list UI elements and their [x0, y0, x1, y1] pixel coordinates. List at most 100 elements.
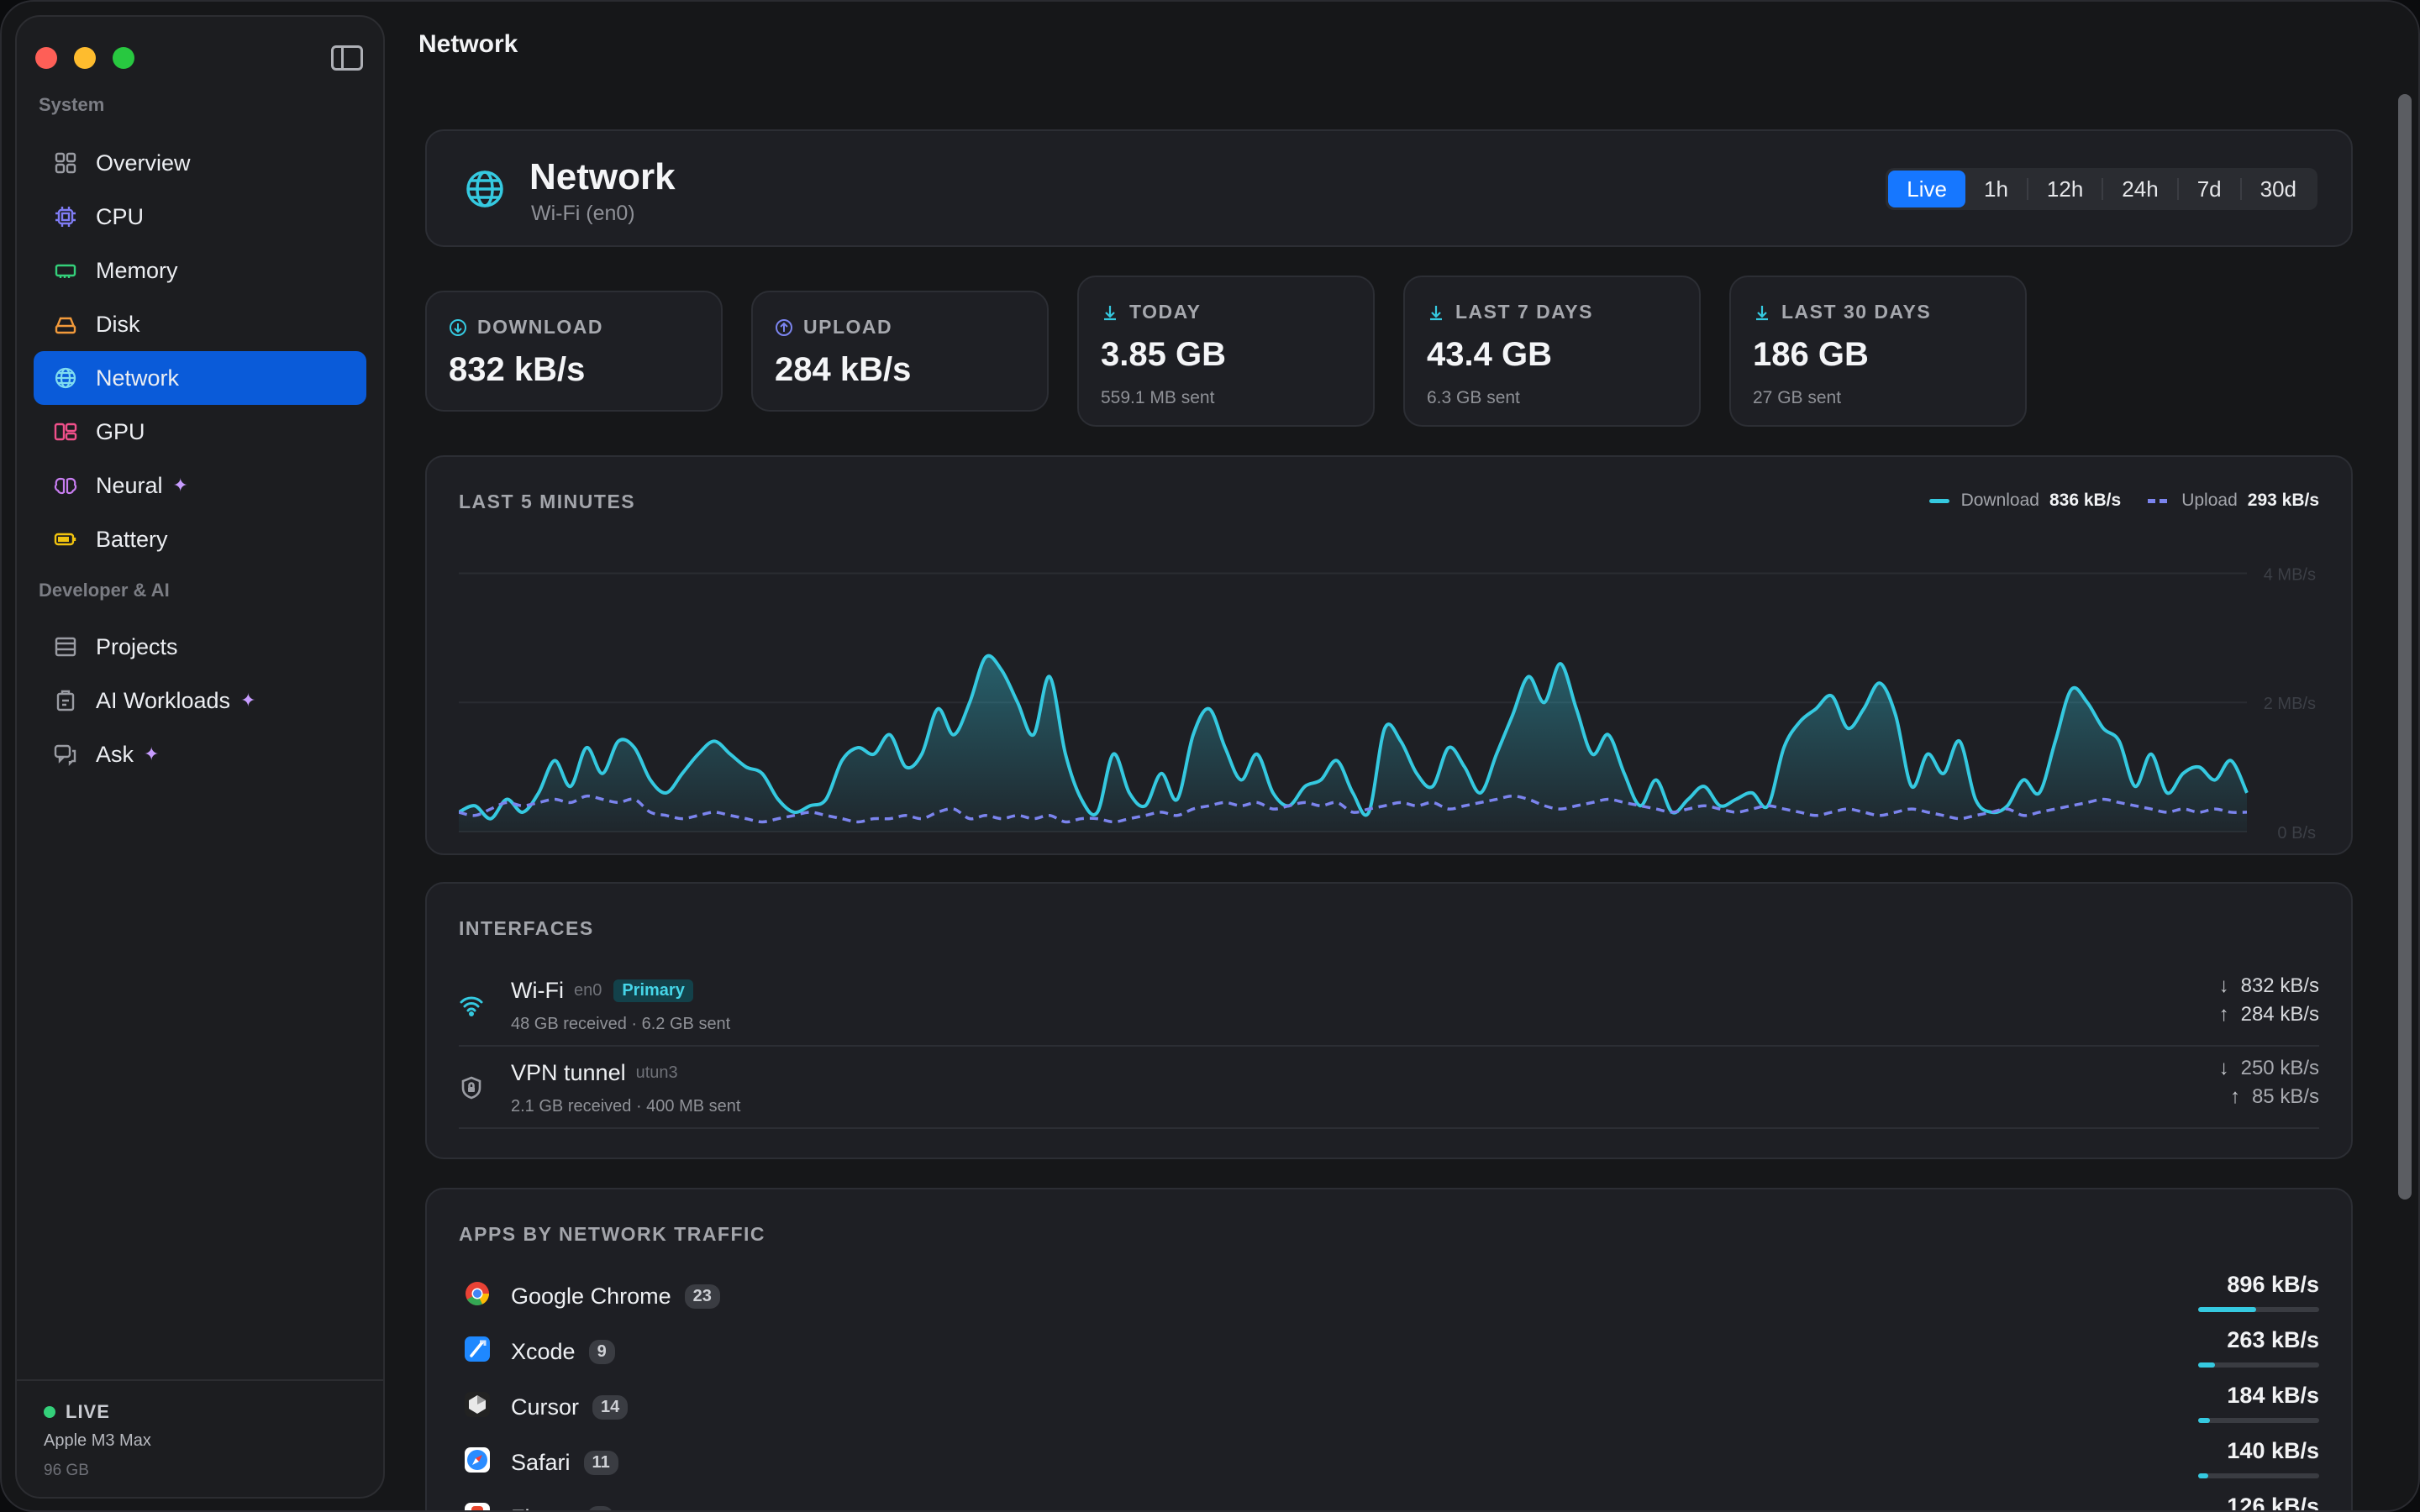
- sparkle-icon: ✦: [144, 743, 160, 764]
- sidebar-item-projects[interactable]: Projects: [34, 620, 366, 674]
- app-share-fill: [2198, 1473, 2208, 1478]
- sidebar-item-ask[interactable]: Ask ✦: [34, 727, 366, 781]
- interface-row-vpn[interactable]: VPN tunnel utun3 2.1 GB received · 400 M…: [459, 1047, 2319, 1129]
- range-separator: [2239, 178, 2242, 200]
- down-rate-text: 250 kB/s: [2240, 1057, 2319, 1079]
- app-row-chrome[interactable]: Google Chrome 23 896 kB/s: [459, 1267, 2319, 1322]
- globe-icon: [54, 366, 77, 390]
- range-live[interactable]: Live: [1888, 171, 1965, 207]
- primary-badge: Primary: [613, 979, 693, 1002]
- sidebar-item-label: Disk: [96, 311, 140, 337]
- main-scrollbar[interactable]: [2398, 94, 2412, 1200]
- today-stat-card: TODAY 3.85 GB 559.1 MB sent: [1077, 276, 1375, 427]
- today-label: TODAY: [1101, 301, 1201, 323]
- last30-label: LAST 30 DAYS: [1753, 301, 1931, 323]
- chart-heading: LAST 5 MINUTES: [459, 491, 636, 512]
- last7-label: LAST 7 DAYS: [1427, 301, 1593, 323]
- download-series-line: [459, 654, 2249, 821]
- sidebar-item-battery[interactable]: Battery: [34, 512, 366, 566]
- stat-label-text: UPLOAD: [803, 316, 893, 338]
- xcode-icon: [465, 1336, 490, 1362]
- app-name: Safari: [511, 1450, 571, 1475]
- safari-icon: [465, 1447, 490, 1473]
- legend-upload-label: Upload: [2181, 491, 2238, 510]
- gpu-icon: [54, 420, 77, 444]
- interface-down-rate: ↓ 250 kB/s: [2219, 1057, 2319, 1080]
- sidebar-item-network[interactable]: Network: [34, 351, 366, 405]
- range-30d[interactable]: 30d: [2260, 176, 2296, 202]
- app-row-figma[interactable]: Figma 7 126 kB/s: [459, 1488, 2319, 1510]
- interface-row-wifi[interactable]: Wi-Fi en0 Primary 48 GB received · 6.2 G…: [459, 964, 2319, 1047]
- interface-name-group: Wi-Fi en0 Primary: [511, 978, 693, 1004]
- stat-label-text: LAST 30 DAYS: [1781, 301, 1932, 323]
- up-rate-text: 284 kB/s: [2240, 1003, 2319, 1026]
- network-title: Network: [529, 156, 676, 197]
- stat-label-text: DOWNLOAD: [477, 316, 603, 338]
- range-7d[interactable]: 7d: [2196, 176, 2222, 202]
- sidebar-toggle-icon[interactable]: [331, 45, 363, 71]
- minimize-window-button[interactable]: [74, 47, 96, 69]
- close-window-button[interactable]: [35, 47, 57, 69]
- app-row-cursor[interactable]: Cursor 14 184 kB/s: [459, 1378, 2319, 1433]
- brain-icon: [54, 474, 77, 497]
- sidebar-item-disk[interactable]: Disk: [34, 297, 366, 351]
- range-1h[interactable]: 1h: [1983, 176, 2008, 202]
- figma-icon: [465, 1503, 490, 1510]
- sidebar: System Overview CPU Memory Disk Network …: [15, 15, 385, 1499]
- interfaces-heading: INTERFACES: [459, 917, 594, 939]
- upload-label: UPLOAD: [775, 316, 892, 339]
- sidebar-item-label: AI Workloads: [96, 687, 231, 713]
- sidebar-item-label: Network: [96, 365, 180, 391]
- sidebar-item-ai-workloads[interactable]: AI Workloads ✦: [34, 674, 366, 727]
- battery-icon: [54, 528, 77, 551]
- app-share-bar: [2198, 1418, 2319, 1423]
- download-circle-icon: [450, 318, 466, 336]
- sidebar-item-neural[interactable]: Neural ✦: [34, 459, 366, 512]
- sidebar-item-memory[interactable]: Memory: [34, 244, 366, 297]
- range-separator: [2026, 178, 2028, 200]
- legend-download-value: 836 kB/s: [2049, 491, 2122, 510]
- download-value: 832 kB/s: [449, 351, 586, 388]
- chip-name: Apple M3 Max: [44, 1431, 151, 1450]
- up-rate-text: 85 kB/s: [2251, 1085, 2319, 1108]
- interface-device: utun3: [635, 1063, 678, 1082]
- app-rate: 140 kB/s: [2227, 1438, 2319, 1463]
- upload-circle-icon: [776, 318, 792, 336]
- sparkle-icon: ✦: [172, 475, 188, 496]
- zoom-window-button[interactable]: [113, 47, 134, 69]
- range-12h[interactable]: 12h: [2046, 176, 2084, 202]
- app-name-group: Google Chrome 23: [511, 1284, 720, 1310]
- app-name: Xcode: [511, 1339, 576, 1364]
- y-tick-label: 0 B/s: [2277, 824, 2316, 843]
- app-rate: 184 kB/s: [2227, 1383, 2319, 1408]
- sparkle-icon: ✦: [240, 690, 256, 711]
- interface-name: VPN tunnel: [511, 1060, 626, 1085]
- workloads-icon: [54, 689, 77, 712]
- y-tick-label: 4 MB/s: [2264, 565, 2316, 584]
- sidebar-item-overview[interactable]: Overview: [34, 136, 366, 190]
- network-header-card: Network Wi-Fi (en0) Live 1h 12h 24h 7d 3…: [425, 129, 2353, 247]
- section-label-dev: Developer & AI: [39, 580, 170, 601]
- arrow-up-icon: ↑: [2218, 1003, 2229, 1026]
- interface-subtitle: Wi-Fi (en0): [531, 202, 635, 225]
- interface-down-rate: ↓ 832 kB/s: [2219, 974, 2319, 998]
- app-share-fill: [2198, 1362, 2216, 1368]
- sidebar-item-gpu[interactable]: GPU: [34, 405, 366, 459]
- app-row-safari[interactable]: Safari 11 140 kB/s: [459, 1433, 2319, 1488]
- sidebar-item-label: Battery: [96, 526, 168, 552]
- chat-icon: [54, 743, 77, 766]
- y-tick-label: 2 MB/s: [2264, 695, 2316, 713]
- app-row-xcode[interactable]: Xcode 9 263 kB/s: [459, 1322, 2319, 1378]
- sidebar-item-cpu[interactable]: CPU: [34, 190, 366, 244]
- wifi-icon: [460, 996, 483, 1016]
- chart-legend: Download 836 kB/s Upload 293 kB/s: [1928, 491, 2319, 511]
- range-24h[interactable]: 24h: [2122, 176, 2159, 202]
- interface-up-rate: ↑ 284 kB/s: [2219, 1003, 2319, 1026]
- last7-value: 43.4 GB: [1427, 336, 1552, 373]
- app-name: Google Chrome: [511, 1284, 671, 1309]
- upload-legend-swatch: [2148, 498, 2170, 503]
- last7-sent: 6.3 GB sent: [1427, 388, 1520, 407]
- projects-icon: [54, 635, 77, 659]
- connection-count-badge: 14: [592, 1395, 629, 1420]
